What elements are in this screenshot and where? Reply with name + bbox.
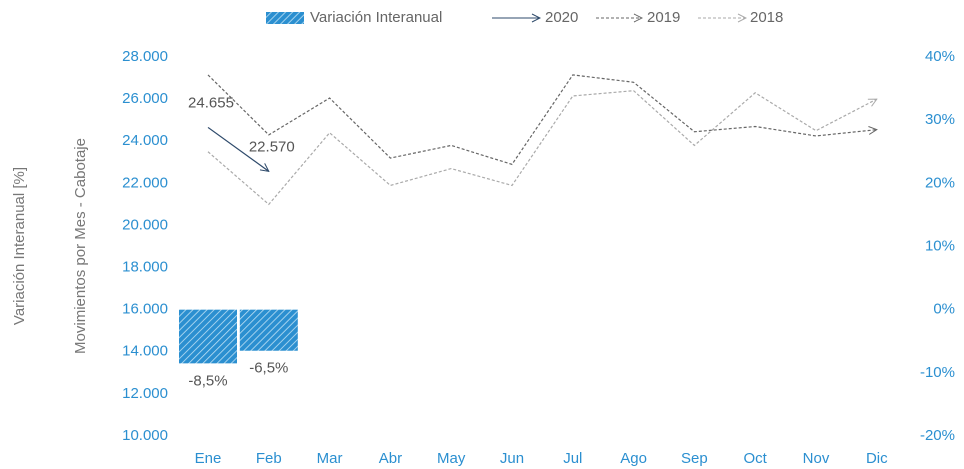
y-tick-label: 28.000	[122, 48, 168, 65]
data-label: 22.570	[249, 138, 295, 155]
line	[207, 74, 877, 166]
bar	[239, 309, 298, 351]
y2-tick-label: 40%	[925, 48, 955, 65]
legend-label: 2018	[750, 9, 783, 26]
x-tick-label: Nov	[803, 450, 830, 467]
legend: Variación Interanual 2020 2019 2018	[266, 9, 783, 26]
x-tick-label: Ago	[620, 450, 647, 467]
x-tick-label: Dic	[866, 450, 888, 467]
x-tick-label: Sep	[681, 450, 708, 467]
y-tick-label: 24.000	[122, 132, 168, 149]
x-tick-label: May	[437, 450, 466, 467]
line	[207, 126, 269, 171]
y2-tick-label: 20%	[925, 174, 955, 191]
y2-tick-label: 10%	[925, 237, 955, 254]
legend-label: Variación Interanual	[310, 9, 442, 26]
y-tick-label: 10.000	[122, 427, 168, 444]
y-tick-label: 20.000	[122, 216, 168, 233]
legend-label: 2020	[545, 9, 578, 26]
y2-tick-label: 0%	[933, 301, 955, 318]
bar	[179, 309, 237, 364]
y2-tick-label: -20%	[920, 427, 955, 444]
y-tick-label: 18.000	[122, 259, 168, 276]
y-tick-label: 12.000	[122, 385, 168, 402]
data-label: -6,5%	[249, 360, 288, 377]
data-label: 24.655	[188, 94, 234, 111]
legend-label: 2019	[647, 9, 680, 26]
x-tick-label: Mar	[317, 450, 343, 467]
x-tick-label: Jul	[563, 450, 582, 467]
legend-swatch	[266, 12, 304, 24]
data-label: -8,5%	[188, 372, 227, 389]
y2-tick-label: 30%	[925, 111, 955, 128]
x-tick-label: Jun	[500, 450, 524, 467]
y-axis-label: Movimientos por Mes - Cabotaje	[72, 138, 89, 354]
x-tick-label: Abr	[379, 450, 402, 467]
y-tick-label: 16.000	[122, 301, 168, 318]
line	[207, 90, 877, 206]
x-tick-label: Oct	[744, 450, 768, 467]
x-tick-label: Feb	[256, 450, 282, 467]
y-tick-label: 26.000	[122, 90, 168, 107]
y2-tick-label: -10%	[920, 364, 955, 381]
y-tick-label: 22.000	[122, 174, 168, 191]
y2-axis-label: Variación Interanual [%]	[11, 167, 28, 325]
y-tick-label: 14.000	[122, 343, 168, 360]
x-tick-label: Ene	[195, 450, 222, 467]
